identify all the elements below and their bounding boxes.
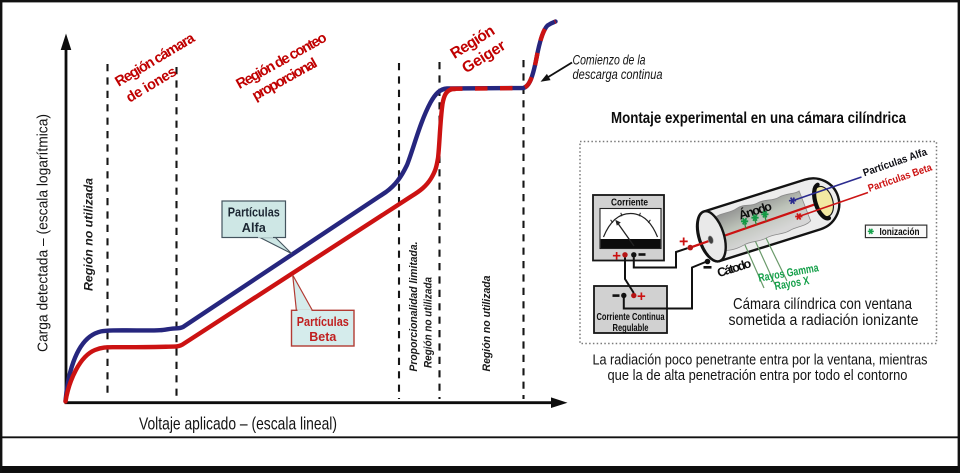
svg-text:Montaje experimental en una cá: Montaje experimental en una cámara cilín… [611, 110, 906, 127]
svg-text:descarga continua: descarga continua [573, 67, 663, 82]
svg-text:que la de alta penetración ent: que la de alta penetración entra por tod… [608, 368, 908, 384]
svg-text:Región no utilizada: Región no utilizada [423, 277, 435, 368]
svg-text:Región no utilizada: Región no utilizada [82, 178, 96, 291]
svg-text:La radiación poco penetrante e: La radiación poco penetrante entra por l… [593, 353, 928, 369]
svg-text:Proporcionalidad limitada.: Proporcionalidad limitada. [408, 242, 420, 372]
svg-text:Corriente: Corriente [611, 198, 648, 209]
svg-text:Partículas: Partículas [228, 205, 280, 220]
svg-text:Carga detectada – (escala loga: Carga detectada – (escala logarítmica) [35, 114, 52, 352]
svg-text:Partículas: Partículas [297, 314, 349, 329]
svg-text:+: + [679, 234, 688, 251]
svg-text:Regulable: Regulable [613, 322, 649, 334]
svg-text:Cámara cilíndrica con ventana: Cámara cilíndrica con ventana [733, 296, 912, 313]
svg-text:Beta: Beta [309, 329, 337, 344]
svg-text:Región no utilizada: Región no utilizada [481, 276, 493, 372]
svg-text:sometida a radiación ionizante: sometida a radiación ionizante [729, 312, 919, 329]
svg-text:+: + [612, 247, 621, 264]
svg-text:Ionización: Ionización [880, 227, 920, 238]
svg-text:Voltaje aplicado – (escala lin: Voltaje aplicado – (escala lineal) [139, 414, 337, 434]
svg-text:+: + [637, 288, 646, 305]
svg-text:Comienzo de la: Comienzo de la [573, 53, 646, 68]
svg-text:Corriente Continua: Corriente Continua [597, 311, 665, 323]
svg-text:Alfa: Alfa [242, 220, 267, 235]
